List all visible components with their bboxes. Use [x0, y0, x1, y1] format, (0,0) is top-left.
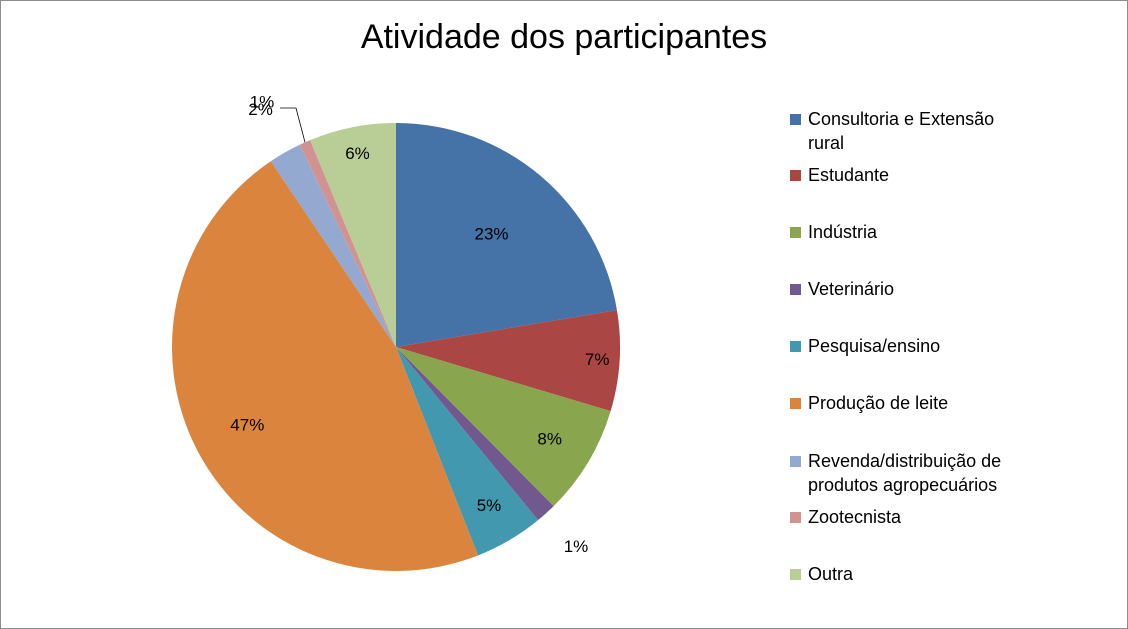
data-label: 1%: [564, 537, 589, 556]
chart-title: Atividade dos participantes: [360, 18, 768, 56]
pie-slice: [396, 310, 621, 412]
pie-slice: [396, 347, 611, 507]
leader-line: [280, 107, 306, 143]
legend-label: Zootecnista: [808, 507, 902, 527]
legend-label: Revenda/distribuição de produtos agropec…: [808, 451, 1002, 495]
legend-label: Outra: [808, 564, 854, 584]
legend-swatch: [790, 512, 801, 523]
data-label: 47%: [230, 416, 264, 435]
pie-slice: [396, 347, 539, 556]
legend-label: Consultoria e Extensão rural: [808, 109, 995, 153]
pie-slice: [310, 123, 396, 347]
legend-swatch: [790, 569, 801, 580]
data-label: 1%: [250, 93, 275, 112]
legend-swatch: [790, 398, 801, 409]
data-label: 23%: [474, 225, 508, 244]
legend-label: Pesquisa/ensino: [808, 336, 941, 356]
legend-swatch: [790, 114, 801, 125]
data-label: 6%: [345, 144, 370, 163]
data-label: 7%: [585, 350, 610, 369]
legend-label: Estudante: [808, 165, 890, 185]
chart-legend: Consultoria e Extensão rural Estudante I…: [790, 0, 1040, 629]
data-label: 2%: [248, 100, 273, 119]
legend-label: Veterinário: [808, 279, 895, 299]
legend-swatch: [790, 456, 801, 467]
pie-slice: [299, 140, 396, 347]
legend-swatch: [790, 341, 801, 352]
data-label: 8%: [537, 430, 562, 449]
legend-label: Produção de leite: [808, 393, 949, 413]
legend-swatch: [790, 227, 801, 238]
pie-slice: [396, 347, 554, 521]
pie-slice: [270, 144, 396, 347]
legend-swatch: [790, 170, 801, 181]
legend-swatch: [790, 284, 801, 295]
legend-label: Indústria: [808, 222, 878, 242]
pie-slice: [172, 161, 478, 571]
pie-slice: [396, 123, 617, 347]
data-label: 5%: [477, 496, 502, 515]
